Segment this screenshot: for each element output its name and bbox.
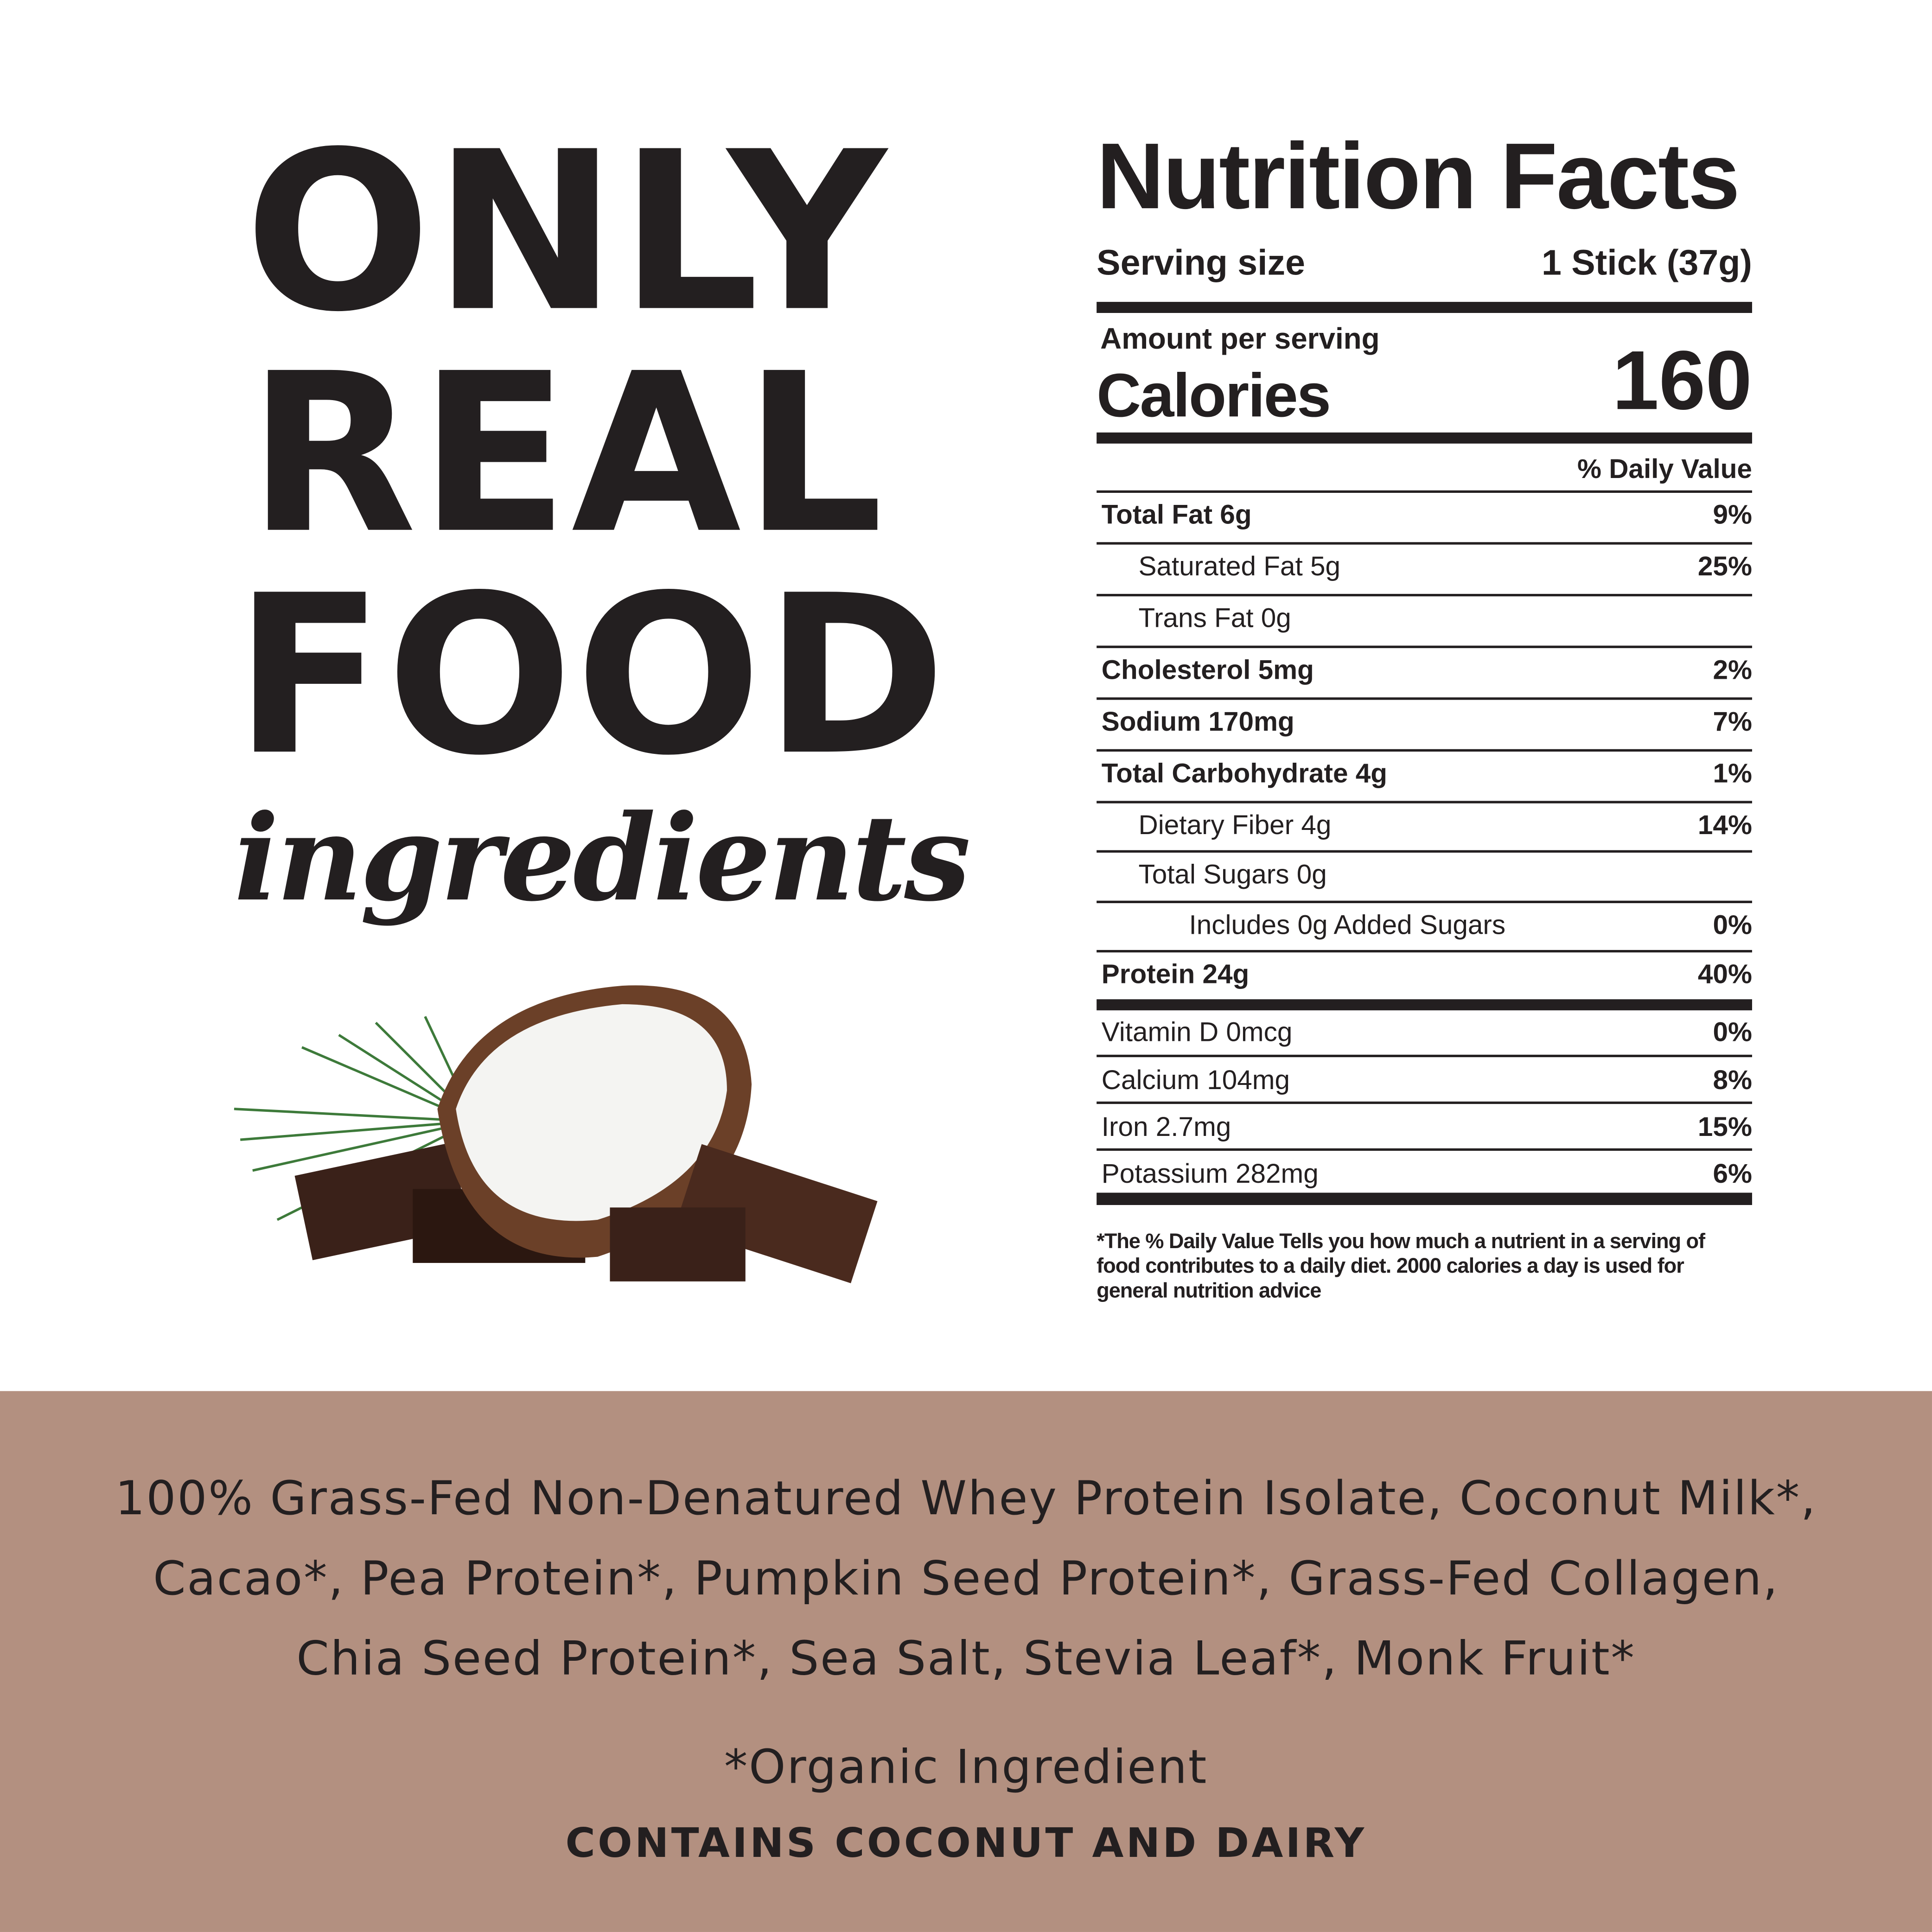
nutrient-daily-value: 40% <box>1697 958 1752 989</box>
nutrient-label: Protein 24g <box>1101 958 1250 989</box>
nutrient-row: Includes 0g Added Sugars 0% <box>1097 902 1752 949</box>
divider <box>1097 1192 1752 1205</box>
ingredients-band <box>0 1391 1932 1932</box>
allergen-statement: CONTAINS COCONUT AND DAIRY <box>565 1818 1367 1867</box>
serving-size-value: 1 Stick (37g) <box>1541 244 1752 284</box>
headline-only: ONLY <box>244 104 889 360</box>
serving-size-label: Serving size <box>1097 244 1305 284</box>
headline-real: REAL <box>248 326 886 582</box>
nutrient-row: Sodium 170mg 7% <box>1097 699 1752 746</box>
nutrient-daily-value: 14% <box>1697 809 1752 841</box>
nutrient-daily-value: 8% <box>1713 1065 1752 1096</box>
nutrient-daily-value: 0% <box>1713 909 1752 940</box>
amount-per-serving: Amount per serving <box>1100 323 1380 357</box>
nutrient-label: Total Sugars 0g <box>1138 859 1327 890</box>
nutrient-row: Vitamin D 0mcg 0% <box>1097 1009 1752 1056</box>
nutrient-label: Calcium 104mg <box>1101 1065 1290 1096</box>
ingredients-line: 100% Grass-Fed Non-Denatured Whey Protei… <box>115 1471 1817 1525</box>
nutrient-row: Trans Fat 0g <box>1097 595 1752 642</box>
nutrient-label: Total Carbohydrate 4g <box>1101 758 1387 789</box>
nutrition-title: Nutrition Facts <box>1097 124 1740 230</box>
nutrient-row: Iron 2.7mg 15% <box>1097 1104 1752 1151</box>
ingredients-line: Chia Seed Protein*, Sea Salt, Stevia Lea… <box>296 1631 1636 1686</box>
nutrient-daily-value: 15% <box>1697 1111 1752 1142</box>
nutrient-row: Cholesterol 5mg 2% <box>1097 647 1752 694</box>
nutrient-label: Potassium 282mg <box>1101 1158 1319 1189</box>
nutrient-label: Saturated Fat 5g <box>1138 550 1341 582</box>
serving-size-row: Serving size 1 Stick (37g) <box>1097 244 1752 285</box>
nutrient-row: Protein 24g 40% <box>1097 951 1752 998</box>
divider-thick <box>1097 302 1752 313</box>
divider <box>1097 645 1752 648</box>
nutrient-label: Cholesterol 5mg <box>1101 654 1314 685</box>
divider-thick <box>1097 432 1752 444</box>
nutrient-label: Dietary Fiber 4g <box>1138 809 1332 841</box>
divider <box>1097 593 1752 597</box>
divider <box>1097 1101 1752 1104</box>
nutrient-label: Total Fat 6g <box>1101 499 1252 530</box>
nutrient-label: Sodium 170mg <box>1101 706 1294 737</box>
calories-value: 160 <box>1612 334 1752 428</box>
nutrient-row: Calcium 104mg 8% <box>1097 1057 1752 1104</box>
footnote: *The % Daily Value Tells you how much a … <box>1097 1230 1705 1302</box>
divider <box>1097 1054 1752 1058</box>
ingredients-line: Cacao*, Pea Protein*, Pumpkin Seed Prote… <box>153 1551 1779 1606</box>
daily-value-header: % Daily Value <box>1577 453 1752 485</box>
nutrient-row: Total Fat 6g 9% <box>1097 491 1752 538</box>
nutrient-row: Saturated Fat 5g 25% <box>1097 543 1752 590</box>
nutrient-daily-value: 0% <box>1713 1016 1752 1047</box>
divider <box>1097 950 1752 953</box>
nutrient-row: Total Carbohydrate 4g 1% <box>1097 750 1752 797</box>
nutrient-daily-value: 7% <box>1713 706 1752 737</box>
nutrient-daily-value: 1% <box>1713 758 1752 789</box>
headline-ingredients: ingredients <box>234 788 971 928</box>
nutrient-label: Includes 0g Added Sugars <box>1189 909 1506 940</box>
coconut-chocolate-illustration-icon <box>234 985 878 1283</box>
nutrient-row: Potassium 282mg 6% <box>1097 1151 1752 1198</box>
nutrient-daily-value: 25% <box>1697 550 1752 582</box>
divider <box>1097 850 1752 853</box>
nutrient-row: Total Sugars 0g <box>1097 851 1752 898</box>
divider <box>1097 801 1752 803</box>
calories-label: Calories <box>1097 361 1331 430</box>
nutrient-daily-value: 9% <box>1713 499 1752 530</box>
divider <box>1097 697 1752 700</box>
divider <box>1097 999 1752 1011</box>
nutrient-row: Dietary Fiber 4g 14% <box>1097 802 1752 849</box>
divider <box>1097 542 1752 545</box>
divider <box>1097 1148 1752 1151</box>
nutrient-label: Trans Fat 0g <box>1138 602 1291 633</box>
nutrient-label: Vitamin D 0mcg <box>1101 1016 1293 1047</box>
nutrient-daily-value: 6% <box>1713 1158 1752 1189</box>
divider <box>1097 749 1752 752</box>
nutrient-daily-value: 2% <box>1713 654 1752 685</box>
headline-food: FOOD <box>234 548 949 803</box>
organic-note: *Organic Ingredient <box>724 1740 1208 1794</box>
nutrient-label: Iron 2.7mg <box>1101 1111 1231 1142</box>
divider <box>1097 900 1752 903</box>
divider <box>1097 490 1752 493</box>
